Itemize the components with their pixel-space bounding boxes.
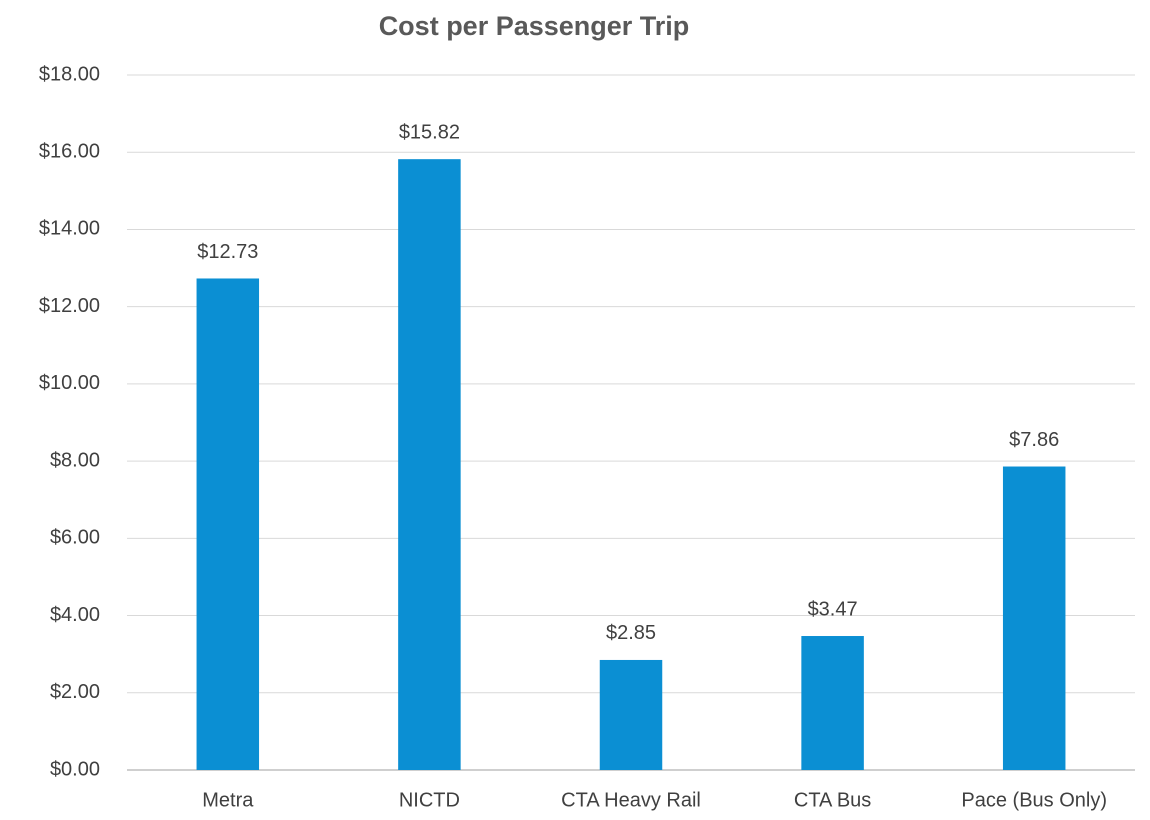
y-tick-label: $0.00 (50, 758, 100, 780)
x-tick-label: CTA Heavy Rail (561, 789, 701, 811)
bar (1002, 466, 1066, 770)
bar (599, 659, 663, 770)
data-label: $2.85 (606, 622, 656, 644)
y-tick-label: $12.00 (39, 295, 100, 317)
y-tick-label: $8.00 (50, 449, 100, 471)
data-label: $15.82 (399, 121, 460, 143)
y-tick-label: $2.00 (50, 681, 100, 703)
bar (196, 278, 260, 770)
bar (398, 159, 461, 770)
y-tick-label: $18.00 (39, 63, 100, 85)
x-tick-label: Metra (202, 789, 254, 811)
x-tick-label: NICTD (399, 789, 460, 811)
y-tick-label: $6.00 (50, 527, 100, 549)
data-label: $3.47 (808, 598, 858, 620)
x-tick-label: CTA Bus (794, 789, 871, 811)
data-label: $7.86 (1009, 429, 1059, 451)
y-tick-label: $14.00 (39, 218, 100, 240)
y-tick-label: $10.00 (39, 372, 100, 394)
bar (801, 636, 864, 770)
data-label: $12.73 (197, 241, 258, 263)
chart-title: Cost per Passenger Trip (379, 11, 690, 41)
y-tick-label: $16.00 (39, 141, 100, 163)
x-tick-label: Pace (Bus Only) (961, 789, 1107, 811)
y-tick-label: $4.00 (50, 604, 100, 626)
